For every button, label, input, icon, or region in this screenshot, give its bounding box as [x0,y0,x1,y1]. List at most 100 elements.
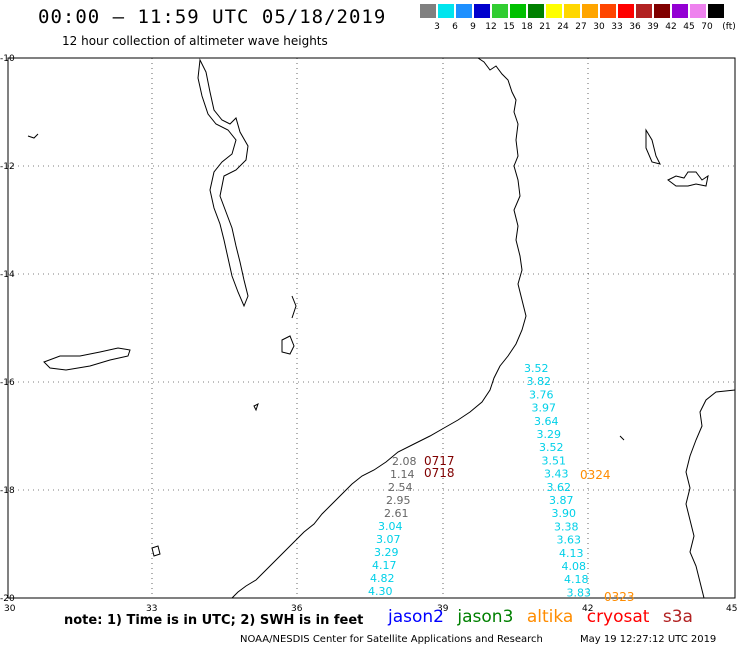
legend-label: 33 [611,22,623,32]
lon-tick: 45 [726,604,737,614]
lat-tick: -12 [0,162,15,172]
legend-label: 30 [593,22,605,32]
legend-label: 39 [647,22,659,32]
legend-swatch [600,4,616,18]
islet-a [253,403,259,412]
pass-time-label: 0717 [424,454,455,468]
wave-height-label: 4.30 [368,585,393,598]
wave-height-label: 4.82 [370,572,395,585]
legend-label: 9 [470,22,476,32]
legend-label: 15 [503,22,515,32]
legend-label: 12 [485,22,497,32]
legend-label: 27 [575,22,587,32]
pass-time-label: 0324 [580,468,611,482]
pass-time-label: 0323 [604,590,635,604]
legend-label: 45 [683,22,695,32]
credit-line: NOAA/NESDIS Center for Satellite Applica… [240,634,543,645]
wave-height-label: 3.64 [534,415,559,428]
legend-swatch [582,4,598,18]
wave-height-label: 3.29 [537,428,562,441]
small-lake [281,335,295,355]
wave-height-label: 3.43 [544,468,569,481]
legend-swatch [456,4,472,18]
legend-swatch [546,4,562,18]
wave-height-label: 3.51 [542,454,567,467]
legend-swatch [510,4,526,18]
wave-height-label: 3.38 [554,520,579,533]
satellite-jason2: jason2 [388,607,444,627]
chart-subtitle: 12 hour collection of altimeter wave hei… [62,34,328,48]
wave-height-label: 3.63 [557,534,582,547]
lon-tick: 30 [4,604,16,614]
satellite-jason3: jason3 [457,607,514,627]
wave-height-label: 3.76 [529,388,554,401]
wave-height-label: 2.54 [388,481,413,494]
legend-swatch [654,4,670,18]
legend-label: 6 [452,22,458,32]
legend-label: 18 [521,22,533,32]
legend-unit: (ft) [722,22,736,32]
lat-tick: -20 [0,594,15,604]
wave-height-label: 4.13 [559,547,584,560]
track-gray-values: 2.081.142.542.952.61 [384,455,417,520]
graticule [8,58,735,598]
wave-height-label: 3.82 [527,375,552,388]
coastlines [27,57,736,599]
wave-height-label: 3.87 [549,494,574,507]
comoros-island [645,128,661,165]
islet-c [619,435,625,441]
wave-height-label: 3.62 [547,481,572,494]
lon-tick: 36 [291,604,303,614]
legend-swatch [438,4,454,18]
lon-tick: 39 [437,604,449,614]
legend-swatch [420,4,436,18]
wave-height-label: 4.18 [564,573,589,586]
east-africa-coastline [231,57,527,599]
legend-swatch [564,4,580,18]
wave-height-label: 3.97 [532,402,557,415]
pass-time-label: 0718 [424,466,455,480]
chart-title: 00:00 – 11:59 UTC 05/18/2019 [38,6,387,28]
lat-tick-labels: -10 -12 -14 -16 -18 -20 [0,54,15,604]
lat-tick: -14 [0,270,15,280]
legend-swatch [474,4,490,18]
lake-mweru [27,133,39,139]
legend-swatch [672,4,688,18]
satellite-legend: jason2 jason3 altika cryosat s3a [388,607,701,627]
legend-label: 21 [539,22,551,32]
satellite-s3a: s3a [662,607,693,627]
lat-tick: -16 [0,378,15,388]
timestamp: May 19 12:27:12 UTC 2019 [580,634,717,645]
footer-note: note: 1) Time is in UTC; 2) SWH is in fe… [64,613,364,628]
wave-height-label: 4.17 [372,559,397,572]
lake-malawi-outline [197,58,249,308]
legend-swatch [528,4,544,18]
islet-b [151,545,161,557]
lon-tick: 33 [146,604,157,614]
legend-swatch [618,4,634,18]
lat-tick: -10 [0,54,15,64]
wave-height-label: 2.61 [384,507,409,520]
wave-height-label: 2.95 [386,494,411,507]
river-segment [291,295,297,319]
wave-height-label: 1.14 [390,468,415,481]
wave-height-label: 3.52 [524,362,549,375]
legend-swatch [636,4,652,18]
wave-height-label: 3.04 [378,520,403,533]
madagascar-coastline [685,389,736,599]
satellite-cryosat: cryosat [586,607,650,627]
legend-swatch [492,4,508,18]
wave-height-label: 2.08 [392,455,417,468]
satellite-altika: altika [526,607,574,627]
wave-height-label: 3.90 [552,507,577,520]
lon-tick-labels: 30 33 36 39 42 45 [4,604,737,614]
track-cyan-west-values: 3.043.073.294.174.824.30 [368,520,403,598]
wave-height-label: 3.29 [374,546,399,559]
lon-tick: 42 [582,604,593,614]
legend-swatch [690,4,706,18]
legend-label: 36 [629,22,641,32]
track-cyan-east-values: 3.523.823.763.973.643.293.523.513.433.62… [524,362,591,599]
legend-label: 70 [701,22,713,32]
legend-swatch [708,4,724,18]
